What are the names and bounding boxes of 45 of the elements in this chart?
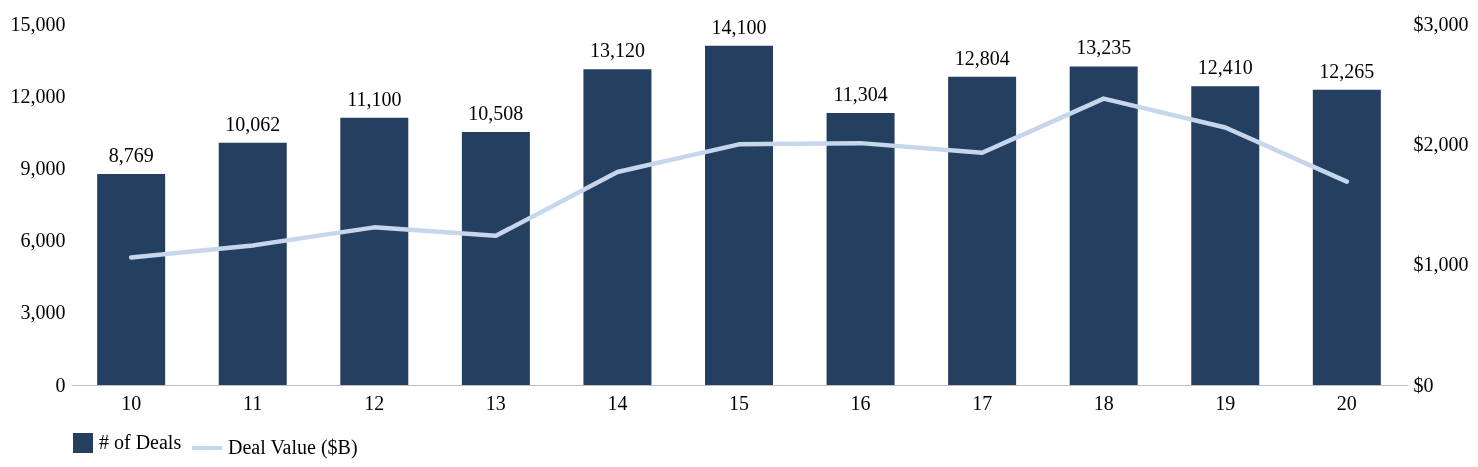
- bar: [1191, 86, 1260, 385]
- y2-tick-label: $1,000: [1413, 253, 1469, 276]
- data-label: 13,235: [1076, 36, 1132, 59]
- y2-tick-label: $0: [1413, 373, 1434, 396]
- bar: [583, 69, 652, 385]
- x-tick-label: 14: [607, 391, 628, 414]
- data-label: 10,062: [225, 112, 281, 135]
- legend-label: Deal Value ($B): [228, 436, 358, 459]
- bar: [1069, 66, 1138, 385]
- bar: [826, 112, 895, 385]
- data-label: 10,508: [468, 102, 524, 125]
- x-tick-label: 11: [243, 391, 263, 414]
- bar: [1312, 89, 1381, 385]
- y2-tick-label: $3,000: [1413, 12, 1469, 35]
- data-label: 13,120: [589, 39, 645, 62]
- x-tick-label: 17: [972, 391, 993, 414]
- data-label: 12,265: [1319, 59, 1375, 82]
- y-tick-label: 0: [55, 373, 66, 396]
- x-tick-label: 13: [485, 391, 506, 414]
- data-label: 12,410: [1197, 56, 1253, 79]
- y-tick-label: 12,000: [10, 84, 66, 107]
- x-tick-label: 20: [1336, 391, 1357, 414]
- x-tick-label: 10: [121, 391, 142, 414]
- bar: [218, 142, 287, 385]
- y-tick-label: 15,000: [10, 12, 66, 35]
- bar: [461, 132, 530, 385]
- bar: [705, 45, 773, 385]
- x-tick-label: 15: [729, 391, 749, 414]
- y-tick-label: 3,000: [20, 301, 66, 324]
- y-tick-label: 6,000: [20, 229, 66, 252]
- data-label: 8,769: [108, 143, 154, 166]
- bar: [340, 117, 409, 385]
- x-tick-label: 12: [364, 391, 385, 414]
- y2-tick-label: $2,000: [1413, 132, 1469, 155]
- data-label: 11,304: [833, 82, 888, 105]
- data-label: 12,804: [954, 46, 1010, 69]
- legend-label: # of Deals: [99, 431, 182, 453]
- data-label: 14,100: [711, 15, 767, 38]
- x-tick-label: 16: [850, 391, 871, 414]
- x-tick-label: 18: [1093, 391, 1114, 414]
- data-label: 11,100: [347, 87, 402, 110]
- y-tick-label: 9,000: [20, 156, 66, 179]
- bar: [948, 76, 1017, 385]
- x-tick-label: 19: [1215, 391, 1236, 414]
- bar: [97, 173, 166, 385]
